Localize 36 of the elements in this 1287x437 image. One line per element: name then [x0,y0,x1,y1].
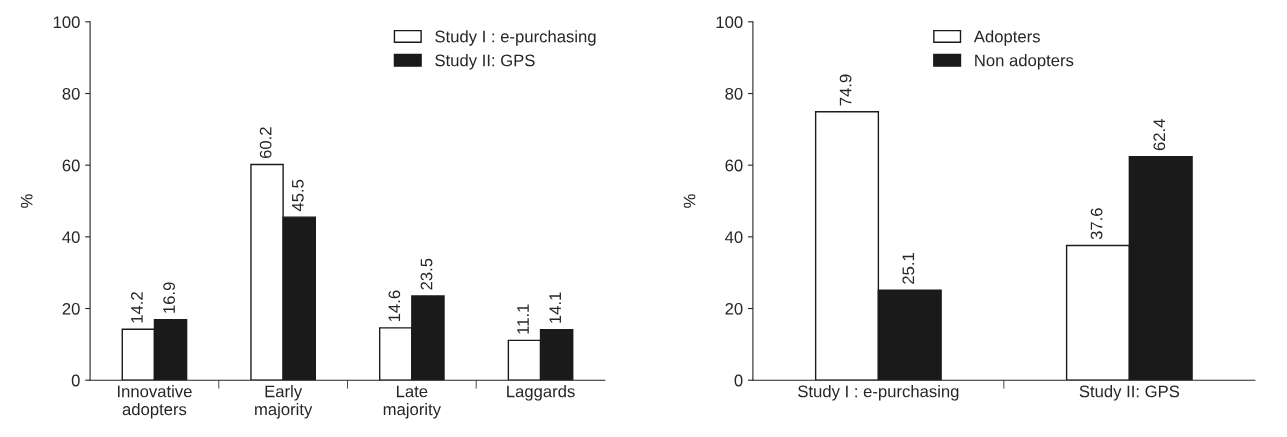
data-label: 11.1 [517,304,529,334]
x-tick-label: Late majority [383,385,441,419]
y-tick-label: 40 [725,231,743,244]
y-axis-title: % [683,194,696,208]
y-axis-title: % [20,194,33,208]
x-tick-label: Early majority [255,385,313,419]
y-tick-label: 80 [62,87,80,100]
y-tick-label: 60 [725,159,743,172]
y-tick-label: 40 [62,231,80,244]
legend-label: Non adopters [975,54,1074,70]
legend-label: Adopters [973,30,1040,46]
data-label: 14.1 [549,292,561,323]
y-tick-label: 0 [71,374,80,387]
y-tick-label: 0 [734,374,743,387]
data-label: 16.9 [163,282,175,313]
y-tick-label: 100 [53,16,80,29]
data-label: 60.2 [259,127,272,159]
data-label: 37.6 [1090,208,1103,240]
data-label: 23.5 [420,258,433,290]
y-tick-label: 80 [725,87,743,100]
x-tick-label: Study I : e-purchasing [798,385,959,401]
data-label: 14.2 [131,292,143,323]
data-label: 45.5 [292,179,304,212]
legend-label: Study I : e-purchasing [435,30,596,46]
y-tick-label: 20 [725,302,743,315]
data-label: 62.4 [1153,119,1166,151]
x-tick-label: Study II: GPS [1079,385,1180,401]
x-tick-label: Innovative adopters [117,385,192,419]
data-label: 25.1 [902,253,915,284]
x-tick-label: Laggards [507,385,575,401]
legend-label: Study II: GPS [435,54,535,70]
y-tick-label: 60 [62,159,80,172]
y-tick-label: 20 [62,302,80,315]
data-label: 74.9 [839,74,852,106]
data-label: 14.6 [388,290,401,322]
y-tick-label: 100 [716,16,743,29]
